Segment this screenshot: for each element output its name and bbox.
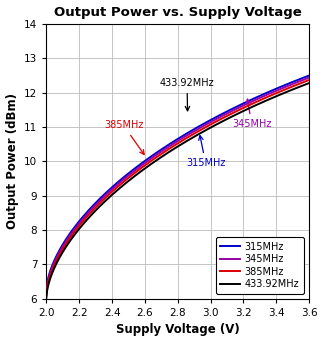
345MHz bbox=[149, 157, 152, 161]
385MHz bbox=[45, 293, 48, 297]
315MHz bbox=[45, 288, 48, 292]
Y-axis label: Output Power (dBm): Output Power (dBm) bbox=[5, 93, 18, 229]
Text: 385MHz: 385MHz bbox=[104, 120, 144, 155]
385MHz bbox=[307, 78, 311, 82]
Line: 315MHz: 315MHz bbox=[47, 76, 309, 290]
315MHz bbox=[307, 74, 311, 78]
433.92MHz bbox=[45, 296, 48, 300]
Legend: 315MHz, 345MHz, 385MHz, 433.92MHz: 315MHz, 345MHz, 385MHz, 433.92MHz bbox=[216, 237, 304, 294]
345MHz bbox=[210, 119, 214, 123]
315MHz bbox=[234, 105, 238, 109]
315MHz bbox=[235, 104, 239, 108]
315MHz bbox=[76, 221, 80, 225]
433.92MHz bbox=[130, 176, 134, 180]
345MHz bbox=[130, 171, 134, 175]
385MHz bbox=[210, 122, 214, 126]
345MHz bbox=[234, 107, 238, 111]
385MHz bbox=[234, 109, 238, 114]
433.92MHz bbox=[76, 228, 80, 232]
433.92MHz bbox=[235, 112, 239, 116]
Line: 385MHz: 385MHz bbox=[47, 80, 309, 295]
Title: Output Power vs. Supply Voltage: Output Power vs. Supply Voltage bbox=[54, 5, 302, 18]
Line: 433.92MHz: 433.92MHz bbox=[47, 83, 309, 298]
345MHz bbox=[45, 290, 48, 294]
345MHz bbox=[307, 76, 311, 80]
385MHz bbox=[149, 159, 152, 163]
345MHz bbox=[76, 223, 80, 227]
315MHz bbox=[149, 155, 152, 159]
433.92MHz bbox=[149, 162, 152, 167]
Text: 433.92MHz: 433.92MHz bbox=[160, 78, 214, 111]
Text: 345MHz: 345MHz bbox=[232, 99, 271, 129]
385MHz bbox=[130, 173, 134, 177]
Text: 315MHz: 315MHz bbox=[186, 135, 225, 168]
433.92MHz bbox=[210, 125, 214, 129]
Line: 345MHz: 345MHz bbox=[47, 78, 309, 292]
315MHz bbox=[130, 169, 134, 173]
433.92MHz bbox=[234, 113, 238, 117]
X-axis label: Supply Voltage (V): Supply Voltage (V) bbox=[116, 324, 240, 337]
385MHz bbox=[235, 109, 239, 113]
433.92MHz bbox=[307, 81, 311, 85]
385MHz bbox=[76, 225, 80, 229]
315MHz bbox=[210, 117, 214, 121]
345MHz bbox=[235, 106, 239, 110]
